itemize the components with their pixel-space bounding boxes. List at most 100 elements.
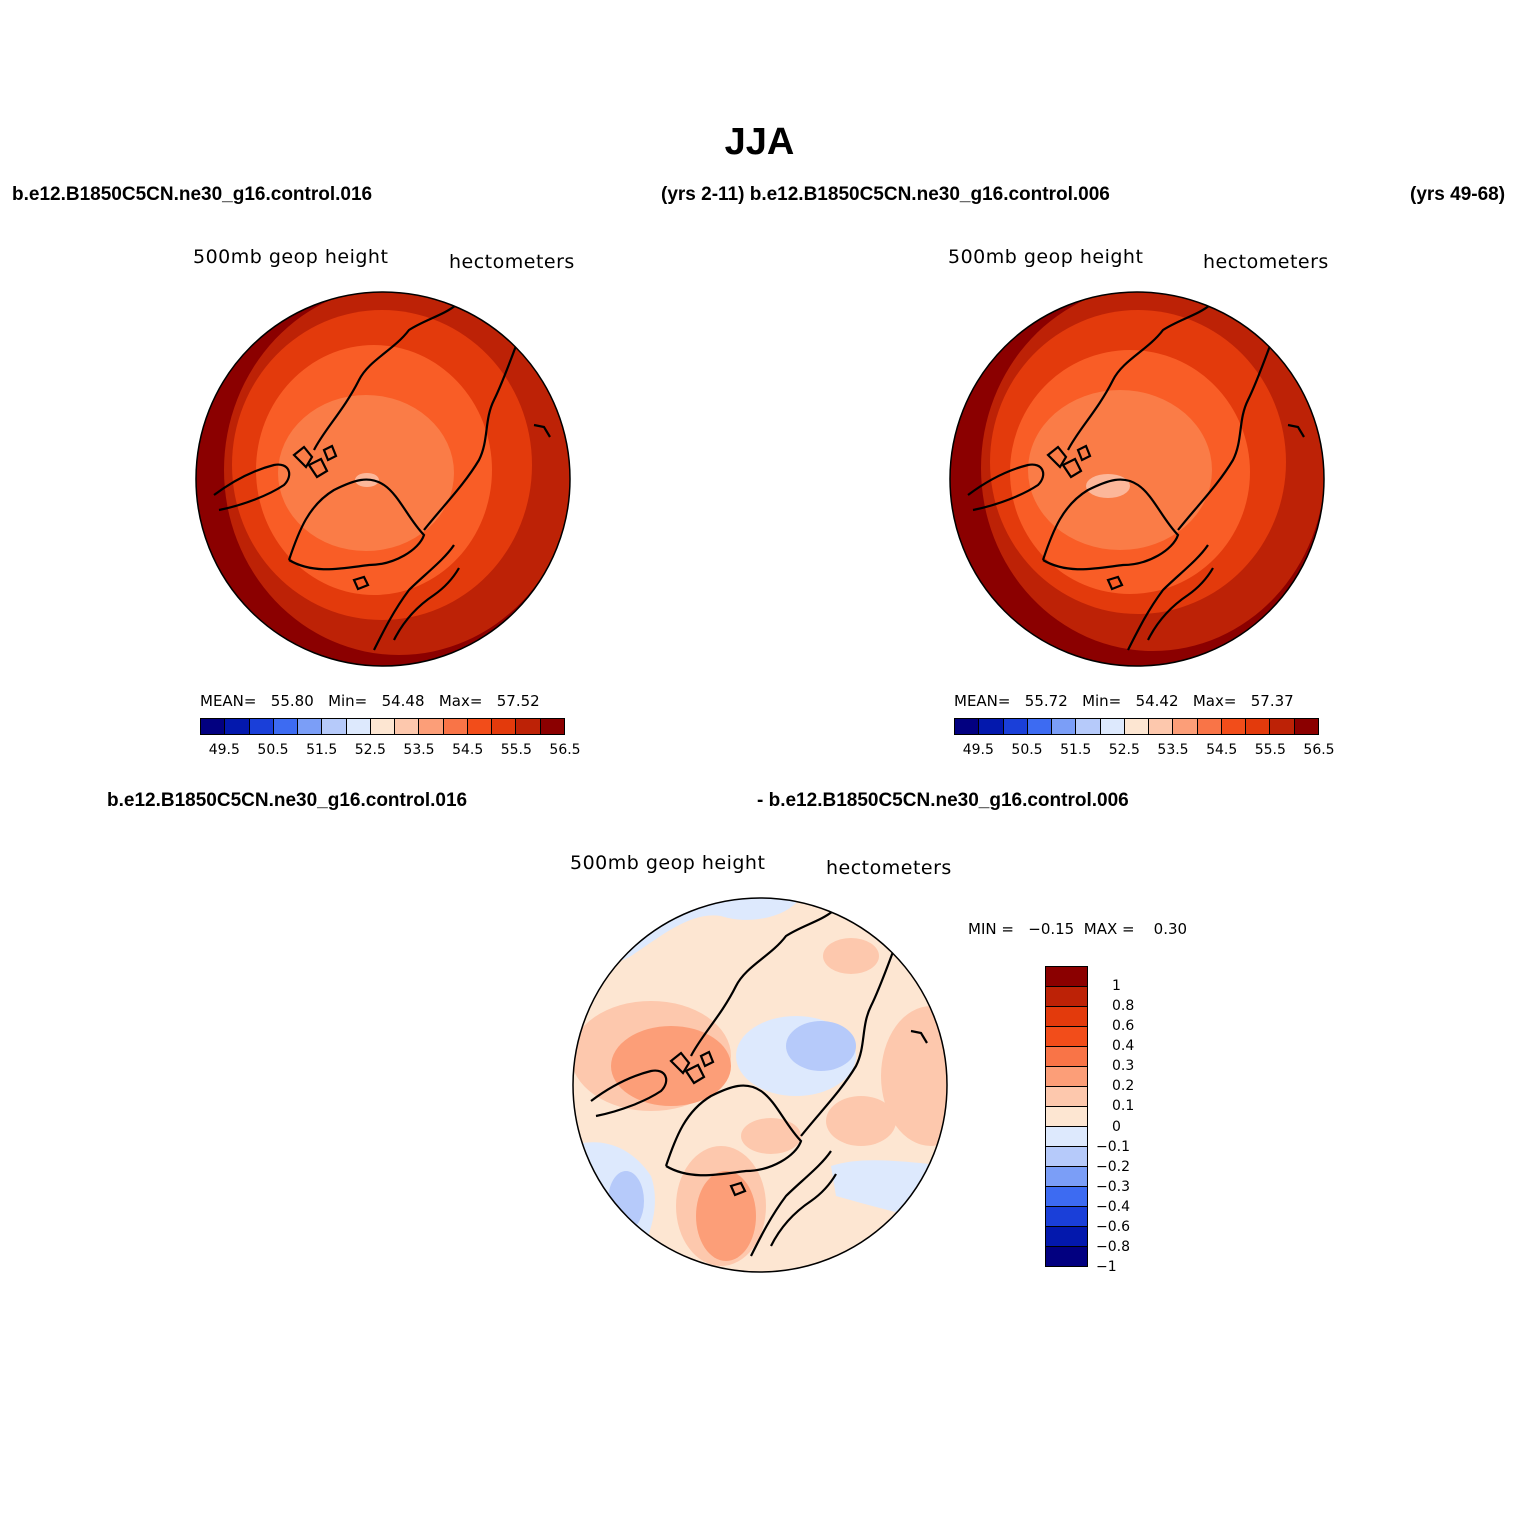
colorbar-swatch: [1046, 967, 1087, 987]
diff-fill-pos1: [881, 1006, 947, 1146]
case-years-label: (yrs 2-11) b.e12.B1850C5CN.ne30_g16.cont…: [661, 184, 1110, 205]
colorbar-swatch: [1046, 1147, 1087, 1167]
panel-b-colorbar-ticks: 49.5 50.5 51.5 52.5 53.5 54.5 55.5 56.5: [954, 742, 1335, 762]
colorbar-swatch: [1046, 1027, 1087, 1047]
diff-fill-pos1: [826, 1096, 896, 1146]
colorbar-tick-label: 55.5: [500, 742, 532, 758]
colorbar-tick-label: 49.5: [962, 742, 994, 758]
colorbar-tick-label: 1: [1112, 978, 1121, 995]
colorbar-tick-label: −0.8: [1096, 1238, 1130, 1255]
colorbar-tick-label: 54.5: [1206, 742, 1238, 758]
diff-fill-neg2: [786, 1021, 856, 1071]
colorbar-swatch: [1197, 719, 1222, 734]
colorbar-swatch: [370, 719, 396, 734]
colorbar-swatch: [1046, 1167, 1087, 1187]
panel-a-stats: MEAN= 55.80 Min= 54.48 Max= 57.52: [200, 692, 540, 710]
map-boundary-circle: [949, 291, 1325, 667]
colorbar-swatch: [249, 719, 274, 734]
colorbar-tick-label: 0: [1112, 1118, 1121, 1135]
colorbar-tick-label: 50.5: [257, 742, 289, 758]
panel-a-polar-map: [195, 291, 571, 667]
colorbar-tick-label: −0.6: [1096, 1218, 1130, 1235]
colorbar-swatch: [225, 719, 250, 734]
diff-polar-map: [572, 897, 948, 1273]
colorbar-swatch: [955, 719, 980, 734]
diff-colorbar: [1045, 966, 1088, 1267]
colorbar-swatch: [1046, 1207, 1087, 1227]
colorbar-tick-label: −0.4: [1096, 1198, 1130, 1215]
panel-b-stats: MEAN= 55.72 Min= 54.42 Max= 57.37: [954, 692, 1294, 710]
colorbar-swatch: [346, 719, 371, 734]
colorbar-swatch: [979, 719, 1004, 734]
colorbar-swatch: [1046, 1187, 1087, 1207]
colorbar-swatch: [1294, 719, 1318, 734]
panel-b-colorbar: [954, 718, 1319, 735]
abs-fill-inner: [1028, 390, 1212, 550]
colorbar-swatch: [1046, 1007, 1087, 1027]
colorbar-swatch: [1246, 719, 1271, 734]
diff-fill-pos2: [696, 1171, 756, 1261]
panel-b-right-title: hectometers: [1203, 251, 1329, 273]
diff-fill-pos1: [741, 1118, 801, 1154]
colorbar-tick-label: 0.3: [1112, 1058, 1135, 1075]
colorbar-swatch: [467, 719, 493, 734]
colorbar-tick-label: −1: [1096, 1259, 1117, 1275]
colorbar-swatch: [1100, 719, 1125, 734]
diff-case-left: b.e12.B1850C5CN.ne30_g16.control.016: [107, 790, 468, 811]
colorbar-swatch: [1046, 1247, 1087, 1266]
colorbar-swatch: [1046, 1127, 1087, 1147]
colorbar-swatch: [1046, 1227, 1087, 1247]
coastlines: [967, 304, 1305, 651]
abs-fill-core: [1086, 474, 1130, 498]
panel-b-left-title: 500mb geop height: [948, 246, 1144, 268]
colorbar-tick-label: 51.5: [306, 742, 338, 758]
colorbar-tick-label: 56.5: [549, 742, 581, 758]
colorbar-tick-label: −0.1: [1096, 1138, 1130, 1155]
map-boundary-circle: [572, 897, 948, 1273]
colorbar-tick-label: 54.5: [452, 742, 484, 758]
panel-a-left-title: 500mb geop height: [193, 246, 389, 268]
panel-b-polar-map: [949, 291, 1325, 667]
colorbar-swatch: [1173, 719, 1198, 734]
colorbar-swatch: [1003, 719, 1028, 734]
diff-colorbar-ticks: 1 0.8 0.6 0.4 0.3 0.2 0.1 0 −0.1 −0.2 −0.3 −0.4 −0.6…: [1096, 966, 1156, 1275]
colorbar-tick-label: −0.3: [1096, 1178, 1130, 1195]
colorbar-swatch: [540, 719, 564, 734]
figure-title: JJA: [724, 121, 795, 163]
colorbar-tick-label: 0.2: [1112, 1078, 1135, 1095]
colorbar-swatch: [273, 719, 299, 734]
colorbar-tick-label: 0.6: [1112, 1018, 1135, 1035]
colorbar-swatch: [201, 719, 226, 734]
abs-fill-inner: [278, 395, 454, 551]
colorbar-tick-label: 55.5: [1254, 742, 1286, 758]
colorbar-swatch: [1221, 719, 1247, 734]
colorbar-swatch: [1046, 1087, 1087, 1107]
case-a-label: b.e12.B1850C5CN.ne30_g16.control.016: [12, 184, 373, 205]
colorbar-tick-label: 52.5: [1108, 742, 1140, 758]
panel-a-right-title: hectometers: [449, 251, 575, 273]
colorbar-swatch: [322, 719, 347, 734]
diff-right-title: hectometers: [826, 857, 952, 879]
coastlines: [590, 910, 928, 1257]
colorbar-tick-label: 0.1: [1112, 1098, 1135, 1115]
colorbar-swatch: [1124, 719, 1150, 734]
colorbar-swatch: [1270, 719, 1295, 734]
colorbar-swatch: [419, 719, 444, 734]
colorbar-tick-label: 56.5: [1303, 742, 1335, 758]
colorbar-swatch: [443, 719, 468, 734]
colorbar-swatch: [298, 719, 323, 734]
colorbar-swatch: [1149, 719, 1174, 734]
panel-a-colorbar: [200, 718, 565, 735]
colorbar-tick-label: 49.5: [208, 742, 240, 758]
colorbar-swatch: [1052, 719, 1077, 734]
map-boundary-circle: [195, 291, 571, 667]
diff-fill-pos1: [823, 938, 879, 974]
colorbar-swatch: [516, 719, 541, 734]
years-b-label: (yrs 49-68): [1410, 184, 1506, 205]
colorbar-tick-label: 53.5: [403, 742, 435, 758]
colorbar-tick-label: 0.8: [1112, 998, 1135, 1015]
panel-a-colorbar-ticks: 49.5 50.5 51.5 52.5 53.5 54.5 55.5 56.5: [200, 742, 581, 762]
colorbar-swatch: [492, 719, 517, 734]
colorbar-swatch: [1046, 1047, 1087, 1067]
diff-minmax: MIN = −0.15 MAX = 0.30: [968, 920, 1188, 938]
